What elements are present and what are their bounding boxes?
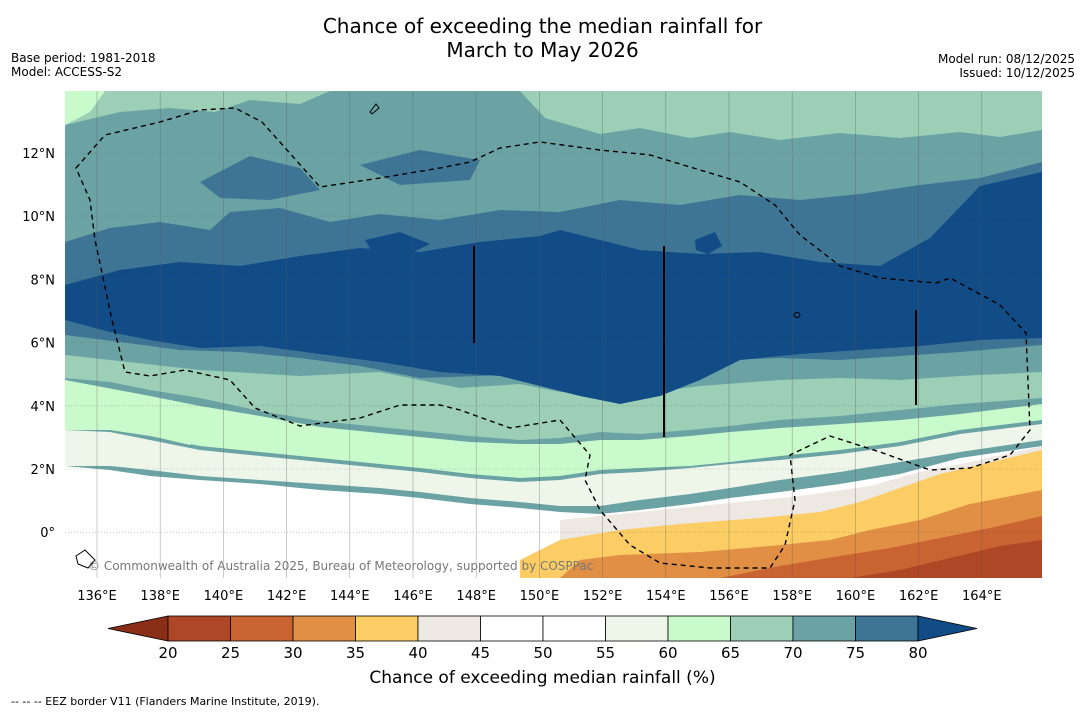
latitude-label: 0° <box>40 526 55 541</box>
longitude-label: 136°E <box>77 589 117 604</box>
map-title: Chance of exceeding the median rainfall … <box>0 14 1085 62</box>
colorbar-segment <box>605 615 669 642</box>
model-name: Model: ACCESS-S2 <box>11 65 123 79</box>
probability-band-20-25 <box>850 540 1042 578</box>
colorbar-segment <box>355 615 419 642</box>
longitude-labels: 136°E 138°E 140°E 142°E 144°E 146°E 148°E 150°E… <box>77 589 1001 604</box>
model-run-date: Model run: 08/12/2025 <box>937 52 1075 66</box>
colorbar-segment <box>667 615 731 642</box>
colorbar-tick-label: 60 <box>658 644 677 662</box>
issued-date: Issued: 10/12/2025 <box>959 66 1075 80</box>
map-panel: © Commonwealth of Australia 2025, Bureau… <box>65 91 1042 578</box>
colorbar-tick-label: 30 <box>283 644 302 662</box>
longitude-label: 142°E <box>267 589 307 604</box>
probability-band-above-80 <box>65 172 1042 404</box>
base-period: Base period: 1981-2018 <box>11 51 156 65</box>
longitude-label: 154°E <box>646 589 686 604</box>
colorbar-segment <box>792 615 856 642</box>
longitude-label: 150°E <box>520 589 560 604</box>
latitude-label: 6°N <box>31 337 56 352</box>
colorbar-tick-labels: 20 25 30 35 40 45 50 55 60 65 70 75 80 <box>158 644 927 662</box>
latitude-label: 2°N <box>31 463 56 478</box>
colorbar-segment <box>542 615 606 642</box>
latitude-label: 8°N <box>31 273 56 288</box>
longitude-label: 138°E <box>140 589 180 604</box>
colorbar-segment <box>167 615 231 642</box>
longitude-label: 152°E <box>583 589 623 604</box>
colorbar-tick-label: 40 <box>408 644 427 662</box>
colorbar-tick-label: 65 <box>721 644 740 662</box>
latitude-label: 12°N <box>22 147 55 162</box>
colorbar-tick-label: 80 <box>908 644 927 662</box>
colorbar-segment <box>855 615 919 642</box>
longitude-label: 144°E <box>330 589 370 604</box>
eez-legend-note: -- -- -- EEZ border V11 (Flanders Marine… <box>11 695 320 708</box>
colorbar-segment <box>230 615 294 642</box>
colorbar-label: Chance of exceeding median rainfall (%) <box>369 668 716 688</box>
island-outline <box>369 103 380 115</box>
colorbar-segment <box>480 615 544 642</box>
island-outline <box>793 312 801 318</box>
colorbar-tick-label: 50 <box>533 644 552 662</box>
longitude-label: 146°E <box>393 589 433 604</box>
colorbar-tick-label: 20 <box>158 644 177 662</box>
colorbar-segment <box>730 615 794 642</box>
coastline <box>75 549 96 569</box>
colorbar-tick-label: 25 <box>221 644 240 662</box>
title-line-1: Chance of exceeding the median rainfall … <box>322 14 763 38</box>
colorbar-tick-label: 45 <box>471 644 490 662</box>
eez-border-line <box>75 107 1031 569</box>
longitude-label: 162°E <box>899 589 939 604</box>
meta-left: Base period: 1981-2018 Model: ACCESS-S2 <box>11 51 156 79</box>
colorbar-tick-label: 70 <box>783 644 802 662</box>
colorbar <box>107 615 978 642</box>
longitude-label: 164°E <box>962 589 1002 604</box>
colorbar-tick-label: 55 <box>596 644 615 662</box>
longitude-label: 160°E <box>836 589 876 604</box>
colorbar-tick-label: 35 <box>346 644 365 662</box>
longitude-label: 140°E <box>204 589 244 604</box>
longitude-label: 156°E <box>709 589 749 604</box>
title-line-2: March to May 2026 <box>446 38 639 62</box>
latitude-labels: 12°N 10°N 8°N 6°N 4°N 2°N 0° <box>22 147 55 541</box>
colorbar-extend-high <box>917 615 978 642</box>
probability-band-55-60 <box>65 424 1042 506</box>
colorbar-extend-low <box>107 615 169 642</box>
latitude-label: 4°N <box>31 400 56 415</box>
colorbar-tick-label: 75 <box>846 644 865 662</box>
colorbar-segment <box>292 615 356 642</box>
longitude-label: 158°E <box>772 589 812 604</box>
longitude-label: 148°E <box>456 589 496 604</box>
colorbar-segment <box>417 615 481 642</box>
copyright-notice: © Commonwealth of Australia 2025, Bureau… <box>88 559 593 573</box>
meta-right: Model run: 08/12/2025 Issued: 10/12/2025 <box>938 52 1075 80</box>
latitude-label: 10°N <box>22 210 55 225</box>
